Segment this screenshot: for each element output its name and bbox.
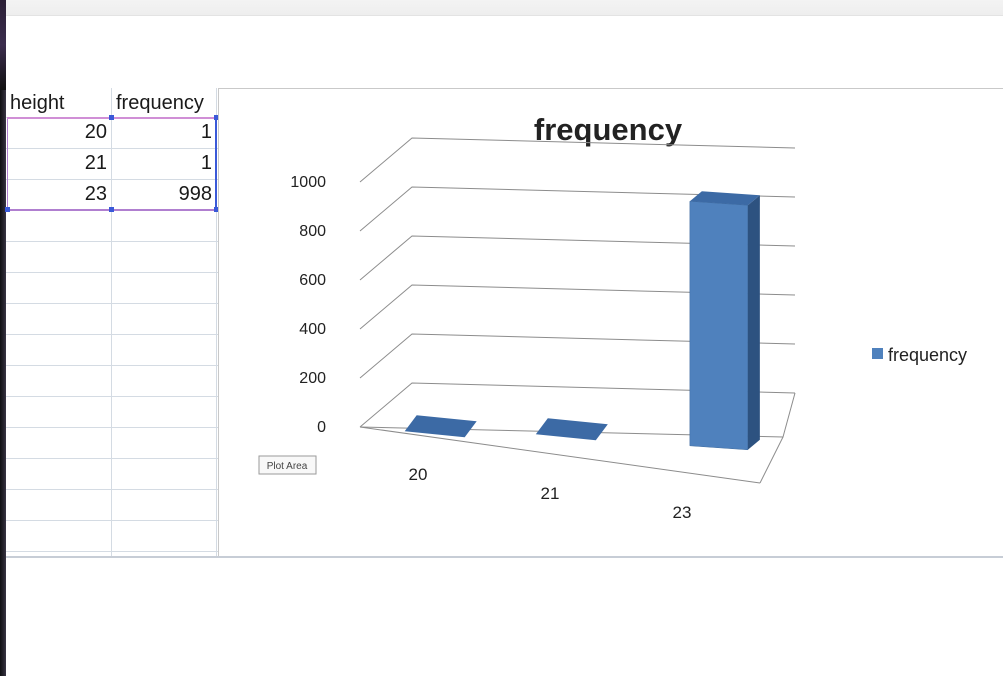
chart-title: frequency [534,112,683,147]
row-divider [6,458,218,459]
gridlines [359,137,796,428]
row-divider [6,179,218,180]
row-divider [6,551,218,552]
x-tick-label: 20 [409,465,428,484]
cell-frequency[interactable]: 1 [200,152,212,174]
row-divider [6,520,218,521]
bar[interactable] [404,415,477,438]
sheet-bottom-border [6,556,1003,558]
window-top-strip [0,0,1003,16]
selection-handle[interactable] [5,207,10,212]
legend-swatch [872,348,883,359]
gridline [359,186,796,232]
bars [404,191,760,451]
bar[interactable] [535,418,608,441]
selection-handle[interactable] [109,207,114,212]
left-bezel-top [0,0,6,90]
row-divider [6,303,218,304]
bar[interactable] [689,191,760,451]
row-divider [6,334,218,335]
gridline [359,382,796,428]
x-axis-ticks: 20 21 23 [409,465,692,522]
row-divider [6,148,218,149]
header-cell-frequency[interactable]: frequency [116,92,204,114]
cell-height[interactable]: 23 [84,183,107,205]
plot-area-tooltip: Plot Area [258,455,317,475]
x-tick-label: 21 [541,484,560,503]
bar-flat-face [404,415,477,438]
selection-handle[interactable] [214,207,219,212]
selection-handle[interactable] [109,115,114,120]
left-bezel [0,0,6,676]
row-divider [6,489,218,490]
bar-flat-face [535,418,608,441]
bar-side-face [747,195,760,450]
legend[interactable]: frequency [872,345,967,365]
header-cell-height[interactable]: height [10,92,65,114]
row-divider [6,272,218,273]
row-divider [6,365,218,366]
column-divider [111,88,112,558]
y-tick-label: 0 [317,419,326,436]
gridline [359,137,796,183]
floor-bottom-edge [359,426,761,484]
bar-top-face [689,191,760,206]
bar-front-face [689,201,749,451]
selection-handle[interactable] [214,115,219,120]
floor-front-edge [759,436,784,484]
y-tick-label: 1000 [290,174,326,191]
y-tick-label: 200 [299,370,326,387]
y-axis-ticks: 0 200 400 600 800 1000 [290,174,326,436]
column-divider [216,88,217,558]
cell-height[interactable]: 20 [84,121,107,143]
cell-height[interactable]: 21 [84,152,107,174]
plot-area-tooltip-text: Plot Area [267,461,308,472]
y-tick-label: 600 [299,272,326,289]
gridline [359,333,796,379]
y-tick-label: 400 [299,321,326,338]
gridline [359,235,796,281]
cell-frequency[interactable]: 1 [200,121,212,143]
gridline [359,284,796,330]
cell-frequency[interactable]: 998 [178,183,212,205]
row-divider [6,396,218,397]
chart-floor [359,392,796,484]
row-divider [6,241,218,242]
x-tick-label: 23 [673,503,692,522]
y-tick-label: 800 [299,223,326,240]
legend-label: frequency [888,345,967,365]
row-divider [6,427,218,428]
